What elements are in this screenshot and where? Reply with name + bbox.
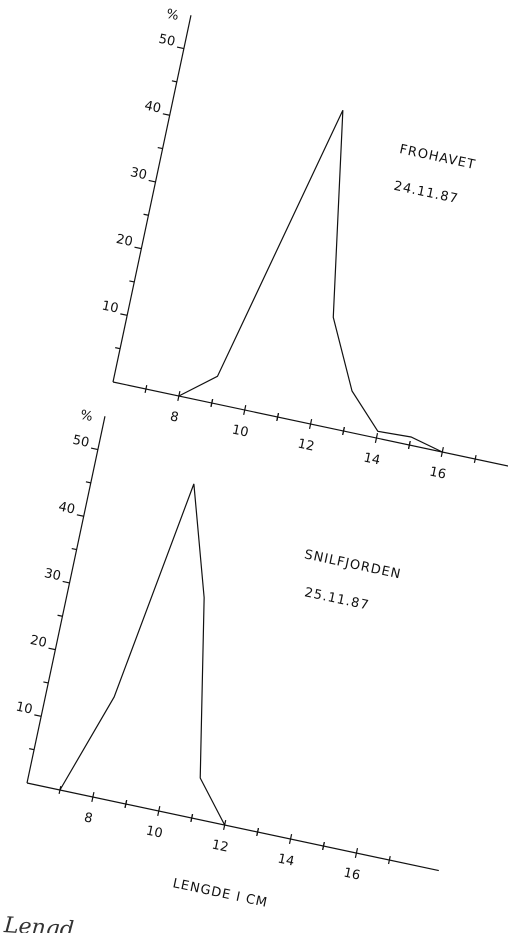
y-minor-tick	[85, 481, 91, 484]
x-tick-label: 12	[210, 837, 229, 855]
y-minor-tick	[57, 614, 63, 617]
y-tick-label: 50	[71, 433, 90, 451]
panel: 8 10 12 14 16 10 20 30 40 50% FROHAVET 24.11.87	[100, 7, 508, 483]
y-tick	[90, 447, 99, 451]
y-minor-tick	[71, 547, 77, 551]
y-tick	[62, 580, 70, 584]
x-tick-label: 10	[145, 823, 164, 841]
x-minor-tick	[473, 454, 477, 464]
y-tick-label: 20	[29, 633, 48, 651]
x-tick-label: 10	[230, 422, 249, 440]
x-tick	[177, 390, 181, 402]
y-tick	[176, 46, 185, 50]
y-minor-tick	[29, 748, 35, 751]
y-tick-label: 50	[157, 32, 176, 50]
data-line	[59, 483, 226, 826]
y-axis	[26, 416, 106, 784]
x-minor-tick	[276, 412, 280, 422]
x-tick-label: 16	[342, 865, 361, 883]
x-axis	[26, 782, 439, 872]
x-tick	[288, 834, 293, 845]
x-minor-tick	[256, 827, 260, 837]
x-minor-tick	[124, 799, 128, 809]
annotation: 25.11.87	[303, 585, 371, 613]
y-tick-label: 10	[100, 299, 119, 317]
x-tick-label: 16	[428, 464, 447, 482]
y-tick	[76, 514, 84, 517]
annotation: SNILFJORDEN	[303, 547, 403, 582]
x-tick-label: 14	[362, 450, 381, 468]
y-axis	[112, 15, 192, 383]
y-tick-label: 30	[129, 165, 148, 183]
x-minor-tick	[322, 841, 325, 851]
y-minor-tick	[129, 280, 135, 283]
y-axis-label: %	[165, 7, 180, 24]
x-minor-tick	[407, 440, 411, 450]
y-tick	[34, 714, 42, 717]
annotation: FROHAVET	[398, 142, 477, 173]
y-tick-label: 10	[14, 700, 33, 718]
x-minor-tick	[342, 426, 345, 436]
x-tick	[374, 432, 379, 444]
y-tick	[162, 113, 170, 116]
x-minor-tick	[190, 813, 194, 823]
y-tick	[134, 246, 142, 250]
x-minor-tick	[387, 855, 391, 865]
y-tick	[48, 647, 56, 651]
y-minor-tick	[157, 146, 163, 150]
y-tick-label: 20	[115, 232, 134, 250]
y-minor-tick	[143, 213, 149, 216]
x-minor-tick	[210, 398, 214, 408]
y-tick-label: 40	[143, 98, 162, 116]
x-tick	[440, 446, 444, 458]
x-axis-label: LENGDE I CM	[171, 876, 269, 911]
x-tick-label: 12	[296, 436, 315, 454]
x-tick-label: 8	[169, 409, 180, 425]
x-tick-label: 8	[83, 810, 94, 826]
annotation: 24.11.87	[392, 179, 460, 207]
data-line	[178, 109, 443, 453]
x-tick-label: 14	[276, 851, 295, 869]
x-tick	[157, 805, 161, 817]
y-minor-tick	[43, 681, 49, 684]
x-minor-tick	[144, 384, 148, 394]
y-minor-tick	[115, 347, 121, 350]
y-tick-label: 30	[43, 566, 62, 584]
handwritten-caption: Lengd	[2, 913, 75, 933]
x-tick	[308, 418, 313, 430]
y-axis-label: %	[79, 408, 94, 425]
panel: 8 10 12 14 16 10 20 30 40 50% SNILFJORDEN 25.11.87 L…	[14, 408, 439, 911]
x-tick	[243, 404, 247, 416]
y-minor-tick	[171, 80, 177, 83]
y-tick-label: 40	[57, 499, 76, 517]
y-tick	[120, 313, 128, 316]
x-tick	[354, 848, 359, 859]
y-tick	[148, 179, 156, 183]
x-tick	[91, 791, 95, 803]
